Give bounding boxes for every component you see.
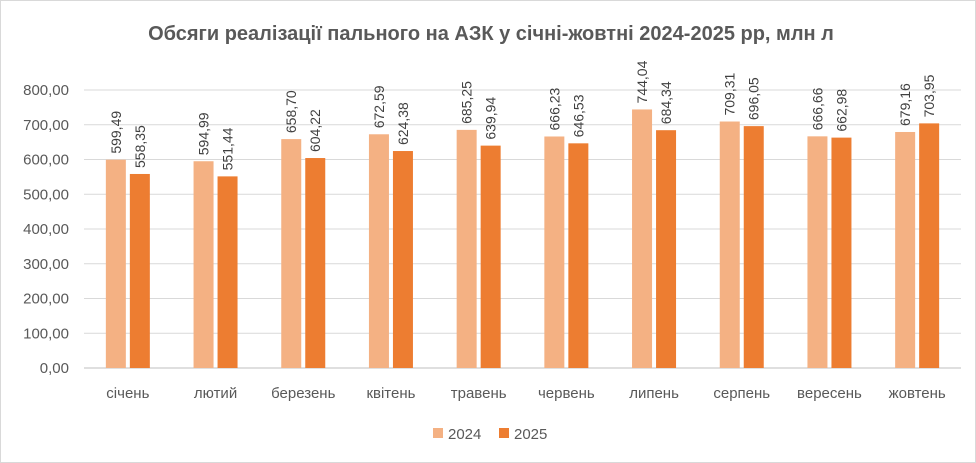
category-label: березень — [271, 385, 335, 402]
data-label: 666,23 — [546, 87, 562, 130]
data-label: 594,99 — [196, 112, 212, 155]
category-label: вересень — [797, 385, 862, 402]
bar-2025 — [919, 123, 940, 368]
data-label: 666,66 — [809, 87, 825, 130]
bar-2025 — [129, 173, 150, 368]
y-tick-label: 800,00 — [23, 82, 69, 99]
data-label: 679,16 — [897, 83, 913, 126]
data-label: 599,49 — [108, 111, 124, 154]
category-label: жовтень — [889, 385, 946, 402]
category-label: серпень — [713, 385, 770, 402]
data-label: 703,95 — [921, 74, 937, 117]
legend-label: 2025 — [514, 426, 547, 443]
bar-2024 — [632, 109, 653, 368]
bar-2024 — [807, 136, 828, 368]
bar-2024 — [719, 121, 740, 369]
data-label: 646,53 — [570, 94, 586, 137]
data-label: 672,59 — [371, 85, 387, 128]
y-tick-label: 400,00 — [23, 221, 69, 238]
data-label: 684,34 — [658, 81, 674, 124]
data-label: 685,25 — [459, 81, 475, 124]
bar-2025 — [305, 158, 326, 368]
y-tick-label: 700,00 — [23, 117, 69, 134]
data-label: 744,04 — [634, 60, 650, 103]
bar-2025 — [656, 130, 677, 368]
data-label: 709,31 — [722, 72, 738, 115]
data-label: 639,94 — [483, 97, 499, 140]
category-label: лютий — [194, 385, 237, 402]
data-label: 604,22 — [307, 109, 323, 152]
y-tick-label: 200,00 — [23, 291, 69, 308]
category-label: червень — [538, 385, 595, 402]
data-label: 558,35 — [132, 125, 148, 168]
y-tick-label: 600,00 — [23, 152, 69, 169]
bar-2024 — [281, 139, 302, 368]
data-label: 624,38 — [395, 102, 411, 145]
bar-2024 — [105, 159, 126, 368]
y-tick-label: 100,00 — [23, 325, 69, 342]
legend-swatch-2024 — [433, 428, 443, 438]
bar-2025 — [480, 145, 501, 368]
category-label: липень — [629, 385, 679, 402]
data-label: 551,44 — [220, 127, 236, 170]
legend-label: 2024 — [448, 426, 481, 443]
chart-title: Обсяги реалізації пального на АЗК у січн… — [148, 23, 834, 45]
bar-2024 — [368, 134, 389, 368]
bar-2024 — [895, 131, 916, 368]
bar-2025 — [831, 137, 852, 368]
y-tick-label: 0,00 — [40, 360, 69, 377]
bar-2024 — [193, 161, 214, 368]
data-label: 658,70 — [283, 90, 299, 133]
bar-2024 — [544, 136, 565, 368]
category-label: квітень — [366, 385, 415, 402]
data-label: 662,98 — [833, 89, 849, 132]
y-tick-label: 300,00 — [23, 256, 69, 273]
bar-2024 — [456, 129, 477, 368]
category-label: січень — [106, 385, 149, 402]
legend-swatch-2025 — [499, 428, 509, 438]
bar-2025 — [743, 126, 764, 369]
y-tick-label: 500,00 — [23, 186, 69, 203]
data-label: 696,05 — [746, 77, 762, 120]
bar-2025 — [217, 176, 238, 368]
category-label: травень — [451, 385, 507, 402]
bar-2025 — [568, 143, 589, 368]
bar-2025 — [392, 151, 413, 368]
